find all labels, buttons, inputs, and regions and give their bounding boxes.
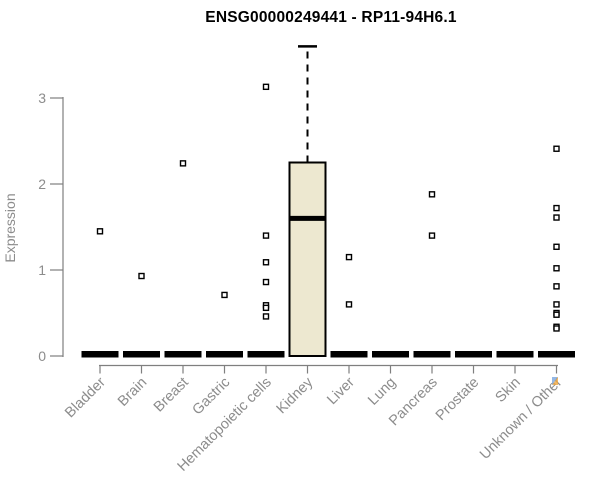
x-category-label: Lung [365, 375, 399, 409]
outlier-point [553, 145, 560, 152]
outlier-point [553, 243, 560, 250]
x-category-label: Liver [324, 374, 358, 408]
outlier-point [553, 301, 560, 308]
outlier-point [428, 191, 436, 198]
zero-box [81, 351, 119, 358]
x-category-label: Brain [115, 375, 150, 410]
outlier-point [428, 232, 436, 239]
outlier-point [262, 83, 270, 91]
outlier-point [553, 311, 560, 318]
outlier-point [553, 214, 560, 221]
outlier-point [179, 160, 187, 167]
y-tick-label: 1 [38, 262, 46, 278]
outlier-point [262, 304, 270, 312]
x-category-label: Breast [151, 375, 192, 416]
x-category-label: Kidney [274, 374, 317, 417]
y-tick-label: 3 [38, 90, 46, 106]
outlier-point [345, 301, 353, 308]
zero-box [164, 351, 202, 358]
outlier-point [345, 253, 353, 261]
outlier-point [262, 313, 270, 320]
outlier-point [553, 325, 560, 332]
zero-box [247, 351, 285, 358]
zero-box [538, 351, 575, 358]
outlier-point [262, 259, 270, 266]
outlier-point [553, 283, 560, 290]
x-category-label: Skin [493, 375, 524, 406]
zero-box [123, 351, 160, 358]
chart-title: ENSG00000249441 - RP11-94H6.1 [205, 9, 457, 26]
zero-box [413, 351, 451, 358]
outlier-point [138, 272, 145, 280]
zero-box [455, 351, 492, 358]
zero-box [206, 351, 243, 358]
y-tick-label: 2 [38, 176, 46, 192]
outlier-point [221, 291, 228, 299]
x-category-label: Prostate [433, 375, 482, 424]
outlier-point [553, 204, 560, 212]
outlier-point [262, 232, 270, 239]
outlier-point [262, 278, 270, 286]
outlier-point [96, 228, 104, 235]
y-tick-label: 0 [38, 348, 46, 364]
zero-box [330, 351, 368, 358]
zero-box [372, 351, 409, 358]
zero-box [496, 351, 534, 358]
outlier-point [553, 265, 560, 272]
box [288, 161, 327, 357]
tiny-artifact-icon [552, 377, 558, 385]
x-category-label: Bladder [62, 374, 109, 421]
